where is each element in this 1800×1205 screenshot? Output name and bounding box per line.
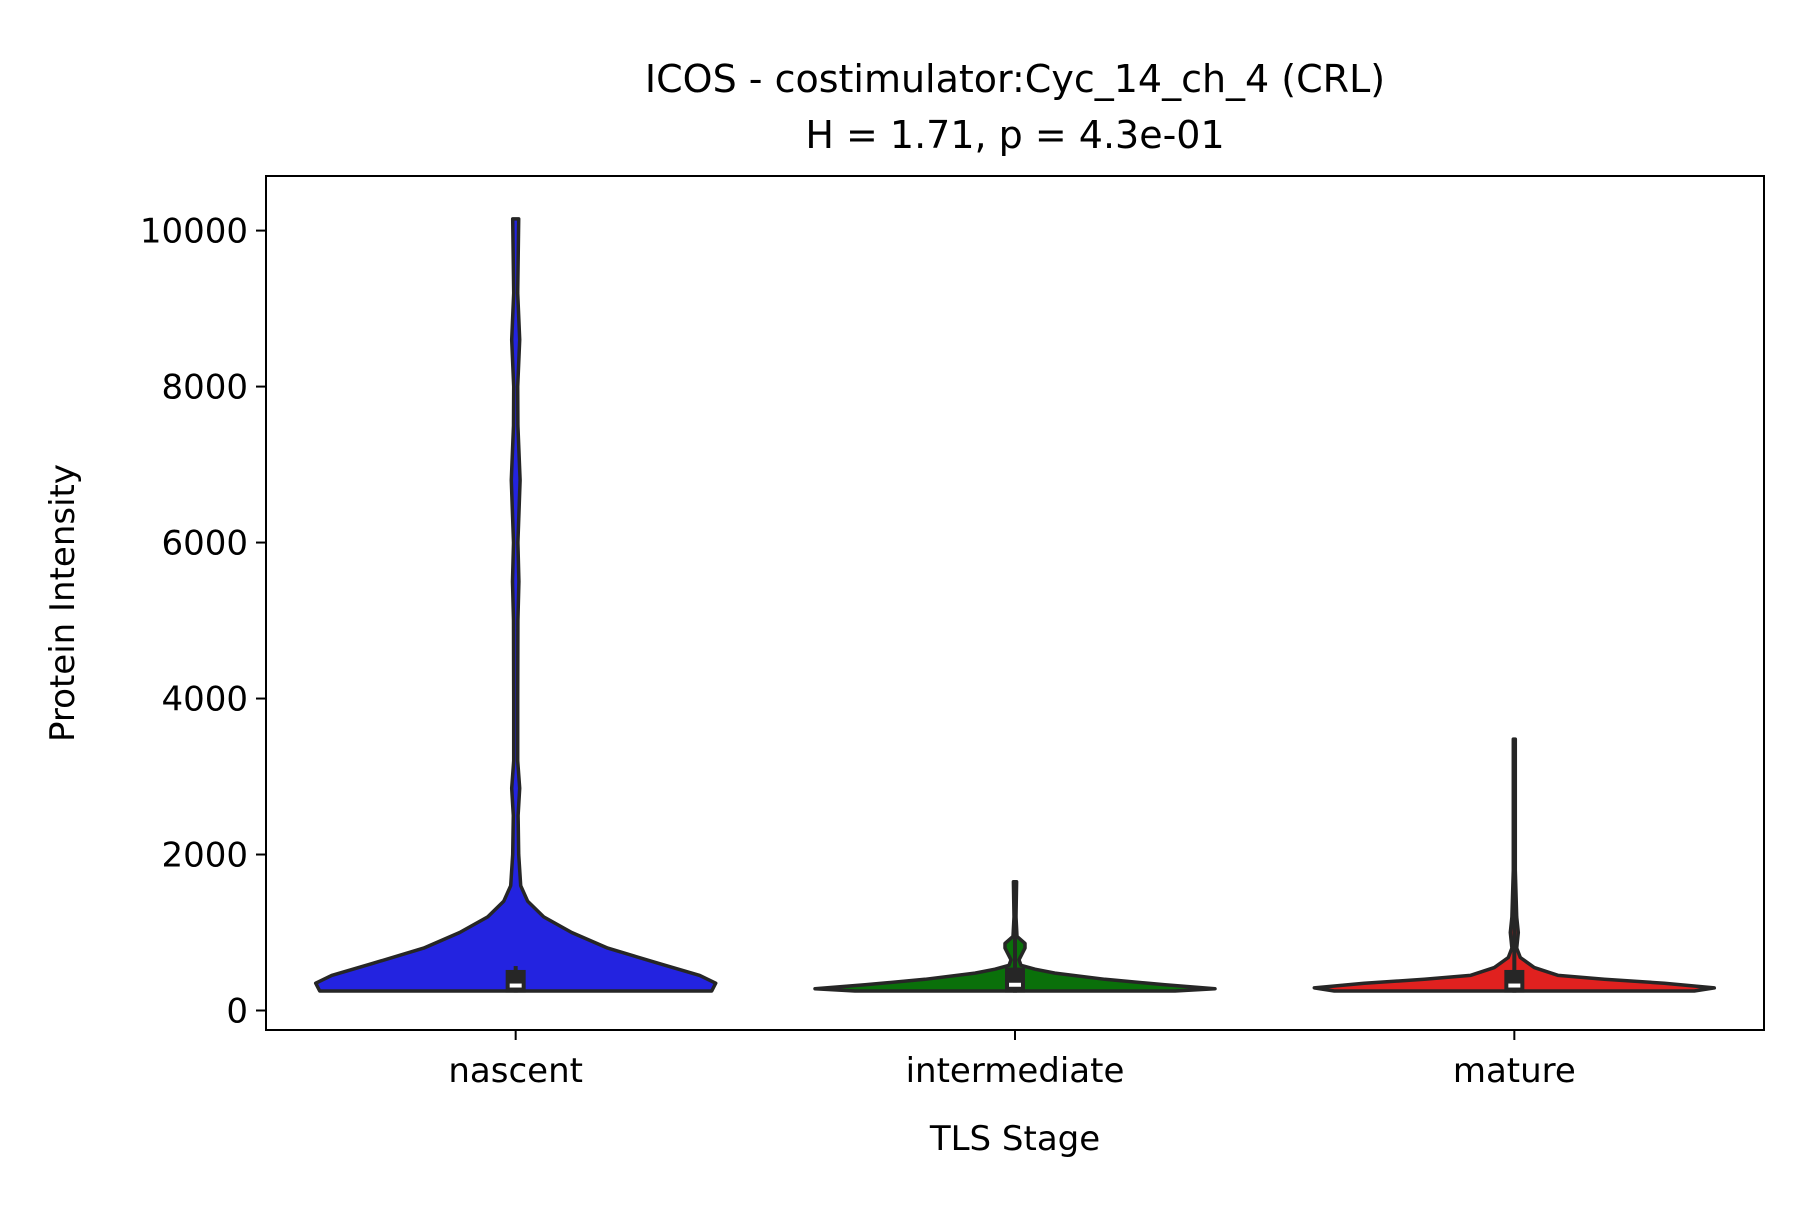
plot-area [313,217,1717,993]
y-axis: 0 2000 4000 6000 8000 10000 [140,212,266,1032]
x-tick-label: mature [1453,1051,1576,1091]
violin-iqr-box [1504,969,1525,993]
y-tick-label: 2000 [161,836,248,876]
y-tick-label: 4000 [161,680,248,720]
y-axis-label: Protein Intensity [43,464,83,742]
violin-iqr-box [505,969,526,993]
chart-subtitle: H = 1.71, p = 4.3e-01 [805,113,1224,157]
x-axis-label: TLS Stage [929,1119,1100,1159]
chart-title: ICOS - costimulator:Cyc_14_ch_4 (CRL) [645,57,1385,101]
y-tick-label: 6000 [161,524,248,564]
violin-iqr-box [1005,967,1025,993]
y-tick-label: 0 [226,992,248,1032]
violin-median-marker [1508,983,1521,988]
violin-body-nascent [313,217,718,993]
y-tick-label: 8000 [161,368,248,408]
violin-median-marker [509,983,522,988]
x-axis: nascent intermediate mature [448,1030,1576,1091]
x-tick-label: intermediate [906,1051,1125,1091]
x-tick-label: nascent [448,1051,583,1091]
violin-median-marker [1009,982,1021,987]
y-tick-label: 10000 [140,212,248,252]
